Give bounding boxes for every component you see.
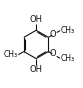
Text: O: O [49,49,56,58]
Text: OH: OH [30,65,43,74]
Text: CH₃: CH₃ [60,54,74,63]
Text: CH₃: CH₃ [4,50,18,59]
Text: O: O [49,30,56,39]
Text: CH₃: CH₃ [60,26,74,35]
Text: OH: OH [30,15,43,23]
